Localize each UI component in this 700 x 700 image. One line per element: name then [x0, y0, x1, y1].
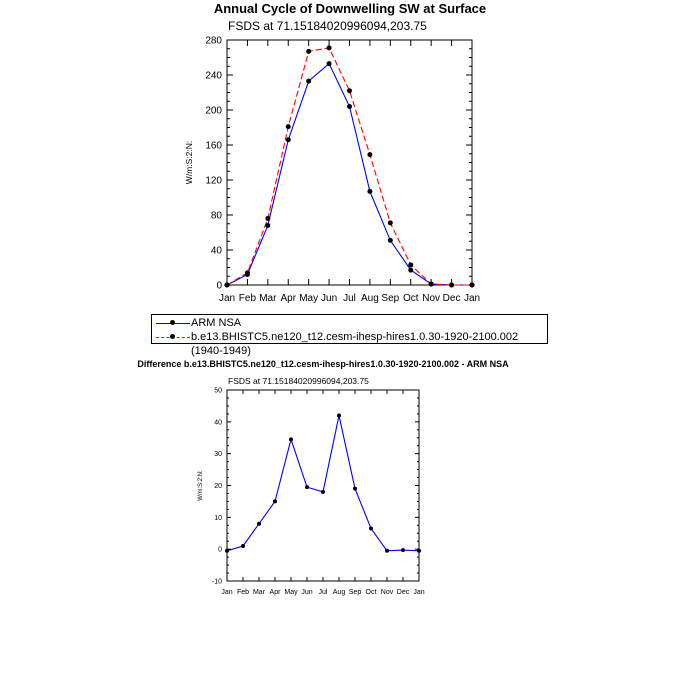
- legend-label-model: b.e13.BHISTC5.ne120_t12.cesm-ihesp-hires…: [191, 331, 519, 357]
- x-tick-label: Feb: [237, 589, 249, 596]
- data-point-1-0: [273, 499, 277, 504]
- x-tick-label: Apr: [270, 589, 282, 596]
- data-point-1-0: [257, 521, 261, 526]
- x-tick-label: Aug: [361, 293, 379, 304]
- data-point-0-1: [224, 282, 230, 288]
- y-tick-label: 20: [214, 483, 222, 490]
- data-point-0-0: [265, 223, 271, 228]
- data-point-1-0: [417, 548, 421, 553]
- data-point-0-0: [306, 78, 312, 84]
- data-point-0-1: [449, 282, 455, 288]
- data-point-0-1: [265, 216, 271, 221]
- x-tick-label: Oct: [366, 589, 377, 596]
- data-point-0-1: [367, 152, 373, 158]
- x-tick-label: Aug: [333, 589, 346, 596]
- data-point-1-0: [241, 543, 245, 548]
- legend: ARM NSA b.e13.BHISTC5.ne120_t12.cesm-ihe…: [151, 314, 548, 357]
- data-point-1-0: [337, 413, 341, 418]
- x-tick-label: Jul: [343, 293, 356, 304]
- x-tick-label: Jun: [321, 293, 337, 304]
- series-line-1-0: [226, 415, 420, 552]
- data-point-1-0: [289, 437, 293, 442]
- data-point-0-0: [387, 237, 393, 243]
- x-tick-label: May: [299, 293, 318, 304]
- y-tick-label: 30: [214, 451, 222, 458]
- data-point-0-1: [306, 48, 312, 54]
- data-point-0-1: [387, 220, 393, 226]
- x-tick-label: Mar: [253, 589, 266, 596]
- legend-label-arm: ARM NSA: [191, 317, 242, 329]
- chart-title: Annual Cycle of Downwelling SW at Surfac…: [213, 1, 487, 16]
- x-tick-label: Sep: [349, 589, 362, 596]
- x-tick-label: Jan: [219, 293, 235, 304]
- y-tick-label: 40: [211, 246, 223, 257]
- x-tick-label: Jan: [221, 589, 232, 596]
- y-tick-label: 40: [214, 419, 222, 426]
- legend-marker-model: [170, 334, 175, 339]
- plot-frame: [226, 389, 420, 582]
- data-point-1-0: [225, 548, 229, 553]
- x-tick-label: Mar: [259, 293, 277, 304]
- data-point-0-1: [285, 124, 291, 130]
- data-point-1-0: [353, 486, 357, 491]
- x-tick-label: Oct: [403, 293, 419, 304]
- x-tick-label: Nov: [381, 589, 394, 596]
- data-point-1-0: [401, 548, 405, 553]
- y-axis-label: W/m:S:2:N:: [184, 141, 194, 184]
- x-tick-label: Jan: [464, 293, 480, 304]
- data-point-1-0: [321, 489, 325, 494]
- x-tick-label: Dec: [443, 293, 461, 304]
- data-point-0-1: [347, 88, 352, 94]
- x-tick-label: May: [284, 589, 298, 596]
- difference-chart-title: Difference b.e13.BHISTC5.ne120_t12.cesm-…: [137, 359, 509, 369]
- y-tick-label: 10: [214, 515, 222, 522]
- data-point-0-1: [469, 282, 475, 288]
- x-tick-label: Apr: [280, 293, 296, 304]
- data-point-1-0: [385, 548, 389, 553]
- data-point-0-1: [428, 281, 434, 287]
- y-tick-label: 120: [205, 176, 222, 187]
- y-tick-label: 240: [205, 71, 222, 82]
- legend-entry-model: b.e13.BHISTC5.ne120_t12.cesm-ihesp-hires…: [152, 330, 547, 357]
- x-tick-label: Dec: [397, 589, 410, 596]
- x-tick-label: Sep: [381, 293, 399, 304]
- data-point-0-0: [367, 188, 373, 194]
- chart-subtitle: FSDS at 71.15184020996094,203.75: [228, 19, 427, 33]
- x-tick-label: Jul: [319, 589, 328, 596]
- x-tick-label: Nov: [422, 293, 440, 304]
- data-point-1-0: [305, 485, 309, 490]
- data-point-0-1: [326, 45, 332, 51]
- x-tick-label: Jun: [301, 589, 312, 596]
- y-tick-label: 0: [216, 281, 222, 292]
- data-point-0-1: [244, 270, 250, 276]
- x-tick-label: Jan: [413, 589, 424, 596]
- y-tick-label: 0: [218, 547, 222, 554]
- y-tick-label: -10: [212, 578, 222, 585]
- y-tick-label: 160: [205, 141, 222, 152]
- legend-marker-arm: [170, 320, 175, 325]
- data-point-1-0: [369, 526, 373, 531]
- data-point-0-0: [347, 104, 352, 109]
- data-point-0-0: [326, 61, 332, 67]
- legend-entry-arm: ARM NSA: [152, 316, 547, 330]
- x-tick-label: Feb: [239, 293, 257, 304]
- data-point-0-1: [408, 262, 414, 268]
- y-tick-label: 280: [205, 36, 222, 47]
- y-tick-label: 200: [205, 106, 222, 117]
- difference-chart-subtitle: FSDS at 71.15184020996094,203.75: [228, 376, 369, 386]
- y-tick-label: 80: [211, 211, 223, 222]
- y-axis-label: W/m:S:2:N:: [198, 470, 204, 501]
- y-tick-label: 50: [214, 387, 222, 394]
- data-point-0-0: [408, 267, 414, 273]
- data-point-0-0: [285, 137, 291, 143]
